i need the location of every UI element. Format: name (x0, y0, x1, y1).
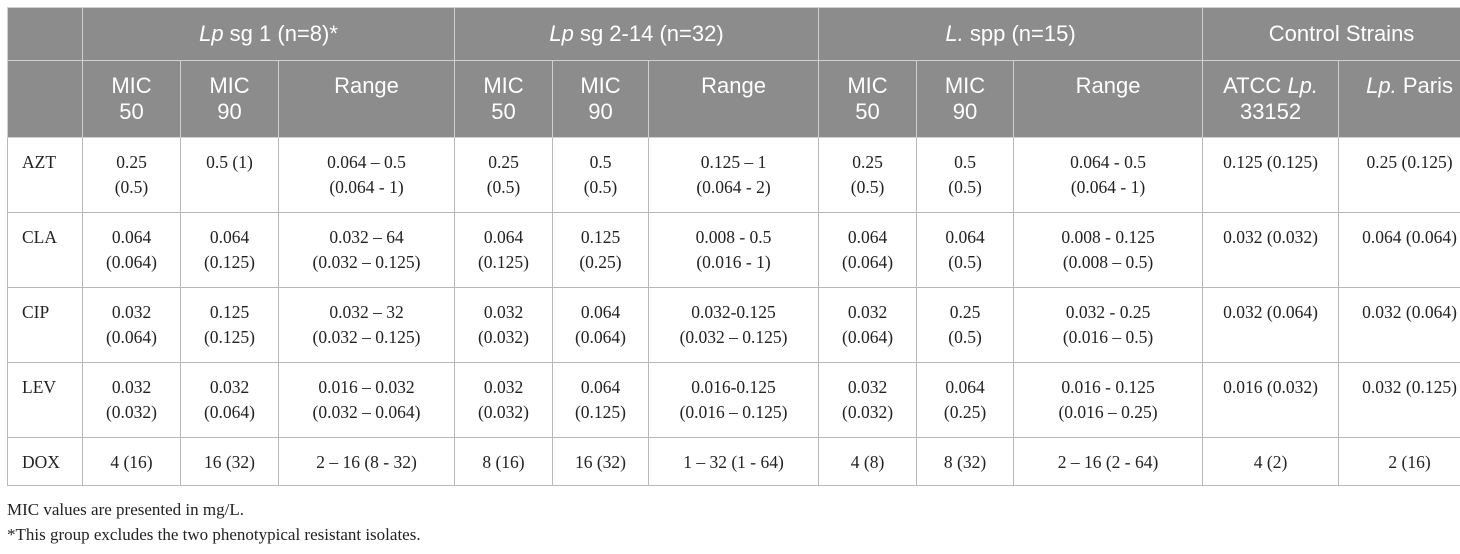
table-row: LEV 0.032 (0.032) 0.032 (0.064) 0.016 – … (7, 362, 1460, 438)
table-cell: 0.016 (0.032) (1202, 362, 1340, 438)
sub-header-row: MIC 50 MIC 90 Range MIC 50 MIC 90 Range … (7, 60, 1460, 138)
table-cell: 0.064 – 0.5 (0.064 - 1) (278, 137, 455, 213)
table-cell: 0.125 – 1 (0.064 - 2) (647, 137, 820, 213)
table-cell: 0.032 (0.032) (454, 287, 553, 363)
table-row: CLA 0.064 (0.064) 0.064 (0.125) 0.032 – … (7, 212, 1460, 288)
col-header-range: Range (1013, 60, 1204, 138)
table-cell: 0.5 (0.5) (552, 137, 649, 213)
table-cell: 0.064 (0.25) (916, 362, 1015, 438)
table-cell: 0.032 - 0.25 (0.016 – 0.5) (1013, 287, 1204, 363)
group-header-lp-sg2-14: Lp sg 2-14 (n=32) (453, 7, 820, 61)
table-cell: 0.016 – 0.032 (0.032 – 0.064) (278, 362, 455, 438)
table-cell: 4 (16) (82, 437, 181, 486)
table-cell: 0.064 (0.5) (916, 212, 1015, 288)
units-note: MIC values are presented in mg/L. (7, 500, 244, 519)
table-cell: 0.5 (0.5) (916, 137, 1015, 213)
table-footnotes: MIC values are presented in mg/L. *This … (7, 497, 421, 547)
table-cell: 16 (32) (180, 437, 279, 486)
table-cell: 0.25 (0.125) (1338, 137, 1460, 213)
table-cell: 0.008 - 0.5 (0.016 - 1) (647, 212, 820, 288)
col-header-mic50: MIC 50 (818, 60, 918, 138)
exclusion-note: *This group excludes the two phenotypica… (7, 525, 421, 544)
table-cell: 0.032 (0.064) (180, 362, 279, 438)
table-cell: 2 – 16 (8 - 32) (278, 437, 455, 486)
table-cell: 0.064 (0.064) (552, 287, 649, 363)
table-cell: 0.125 (0.125) (1202, 137, 1340, 213)
table-cell: 0.125 (0.25) (552, 212, 649, 288)
table-cell: 2 (16) (1338, 437, 1460, 486)
table-cell: 1 – 32 (1 - 64) (647, 437, 820, 486)
table-row: CIP 0.032 (0.064) 0.125 (0.125) 0.032 – … (7, 287, 1460, 363)
table-row: AZT 0.25 (0.5) 0.5 (1) 0.064 – 0.5 (0.06… (7, 137, 1460, 213)
table-cell: 0.064 - 0.5 (0.064 - 1) (1013, 137, 1204, 213)
drug-label: AZT (7, 137, 83, 213)
table-cell: 4 (2) (1202, 437, 1340, 486)
col-header-mic90: MIC 90 (916, 60, 1015, 138)
table-cell: 0.064 (0.064) (1338, 212, 1460, 288)
table-row: DOX 4 (16) 16 (32) 2 – 16 (8 - 32) 8 (16… (7, 437, 1460, 486)
col-header-mic90: MIC 90 (180, 60, 279, 138)
corner-cell (7, 60, 83, 138)
drug-label: DOX (7, 437, 83, 486)
table-cell: 0.032 (0.032) (82, 362, 181, 438)
table-cell: 0.25 (0.5) (82, 137, 181, 213)
table-cell: 0.008 - 0.125 (0.008 – 0.5) (1013, 212, 1204, 288)
group-header-l-spp: L. spp (n=15) (818, 7, 1204, 61)
drug-label: LEV (7, 362, 83, 438)
col-header-mic90: MIC 90 (552, 60, 649, 138)
table-cell: 0.25 (0.5) (454, 137, 553, 213)
table-cell: 16 (32) (552, 437, 649, 486)
table-cell: 8 (32) (916, 437, 1015, 486)
table-cell: 0.032-0.125 (0.032 – 0.125) (647, 287, 820, 363)
table-cell: 0.5 (1) (180, 137, 279, 213)
group-header-lp-sg1: Lp sg 1 (n=8)* (82, 7, 455, 61)
table-cell: 0.032 – 32 (0.032 – 0.125) (278, 287, 455, 363)
table-cell: 8 (16) (454, 437, 553, 486)
table-cell: 0.032 (0.064) (1202, 287, 1340, 363)
group-header-control-strains: Control Strains (1202, 7, 1460, 61)
col-header-mic50: MIC 50 (82, 60, 181, 138)
table-cell: 0.032 (0.064) (82, 287, 181, 363)
table-cell: 0.032 (0.032) (1202, 212, 1340, 288)
table-cell: 0.016-0.125 (0.016 – 0.125) (647, 362, 820, 438)
table-cell: 2 – 16 (2 - 64) (1013, 437, 1204, 486)
table-cell: 0.064 (0.125) (454, 212, 553, 288)
table-cell: 0.032 (0.125) (1338, 362, 1460, 438)
col-header-atcc: ATCC Lp. 33152 (1202, 60, 1340, 138)
table-cell: 4 (8) (818, 437, 918, 486)
table-cell: 0.064 (0.125) (552, 362, 649, 438)
table-cell: 0.032 (0.064) (1338, 287, 1460, 363)
col-header-paris: Lp. Paris (1338, 60, 1460, 138)
table-cell: 0.032 (0.032) (818, 362, 918, 438)
table-cell: 0.016 - 0.125 (0.016 – 0.25) (1013, 362, 1204, 438)
group-header-row: Lp sg 1 (n=8)* Lp sg 2-14 (n=32) L. spp … (7, 7, 1460, 61)
mic-table: Lp sg 1 (n=8)* Lp sg 2-14 (n=32) L. spp … (7, 7, 1460, 486)
drug-label: CIP (7, 287, 83, 363)
corner-cell (7, 7, 83, 61)
table-cell: 0.064 (0.064) (82, 212, 181, 288)
col-header-range: Range (647, 60, 820, 138)
table-cell: 0.032 (0.064) (818, 287, 918, 363)
col-header-mic50: MIC 50 (454, 60, 553, 138)
col-header-range: Range (278, 60, 455, 138)
table-cell: 0.125 (0.125) (180, 287, 279, 363)
table-cell: 0.032 (0.032) (454, 362, 553, 438)
table-cell: 0.032 – 64 (0.032 – 0.125) (278, 212, 455, 288)
table-cell: 0.25 (0.5) (916, 287, 1015, 363)
table-cell: 0.25 (0.5) (818, 137, 918, 213)
table-cell: 0.064 (0.064) (818, 212, 918, 288)
drug-label: CLA (7, 212, 83, 288)
table-cell: 0.064 (0.125) (180, 212, 279, 288)
